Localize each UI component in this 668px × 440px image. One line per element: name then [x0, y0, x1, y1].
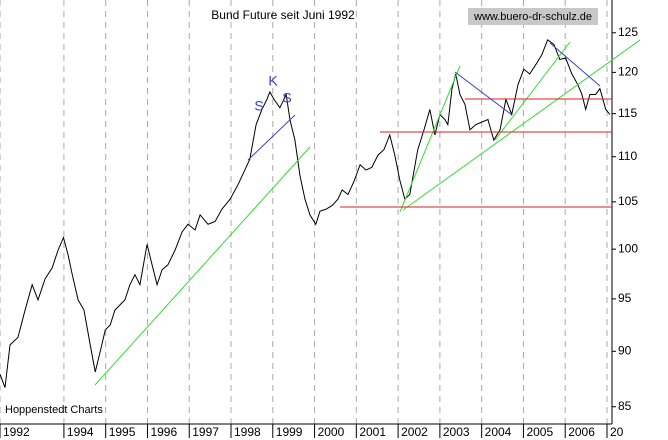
x-tick-label: 2002 [401, 425, 428, 439]
x-tick-label: 2003 [443, 425, 470, 439]
y-tick-label: 105 [618, 194, 638, 208]
x-tick-label: 20 [610, 425, 624, 439]
y-tick-label: 110 [618, 149, 637, 163]
neckline [247, 114, 296, 161]
trend-line [454, 71, 513, 116]
chart-title: Bund Future seit Juni 1992 [211, 8, 355, 22]
annotation: K [268, 73, 278, 89]
x-tick-label: 2004 [485, 425, 512, 439]
source-note: Hoppenstedt Charts [5, 404, 103, 416]
grid [0, 0, 608, 424]
y-tick-label: 125 [618, 25, 638, 39]
x-tick-label: 2005 [526, 425, 553, 439]
x-tick-label: 1992 [3, 425, 30, 439]
y-tick-label: 120 [618, 65, 638, 79]
y-tick-label: 95 [618, 291, 632, 305]
x-tick-label: 1997 [192, 425, 219, 439]
x-tick-label: 1999 [276, 425, 303, 439]
annotation: S [254, 98, 263, 114]
x-tick-label: 2001 [359, 425, 386, 439]
x-tick-label: 1995 [109, 425, 136, 439]
y-tick-label: 90 [618, 343, 632, 357]
x-tick-label: 1998 [234, 425, 261, 439]
y-tick-label: 115 [618, 106, 637, 120]
watermark-box [468, 8, 598, 25]
plot-area [0, 39, 611, 388]
price-line [0, 39, 611, 388]
watermark: www.buero-dr-schulz.de [473, 11, 592, 23]
y-tick-label: 100 [618, 241, 638, 255]
x-tick-label: 1994 [67, 425, 94, 439]
trend-line [494, 41, 571, 141]
x-tick-label: 2000 [318, 425, 345, 439]
trend-line [549, 42, 601, 87]
trend-lines [94, 39, 641, 386]
annotation: S [282, 90, 291, 106]
trend-line [399, 65, 461, 213]
x-tick-label: 1996 [150, 425, 177, 439]
x-tick-label: 2006 [568, 425, 595, 439]
trend-line [94, 146, 311, 386]
y-tick-label: 85 [618, 399, 632, 413]
trend-line [402, 39, 641, 211]
